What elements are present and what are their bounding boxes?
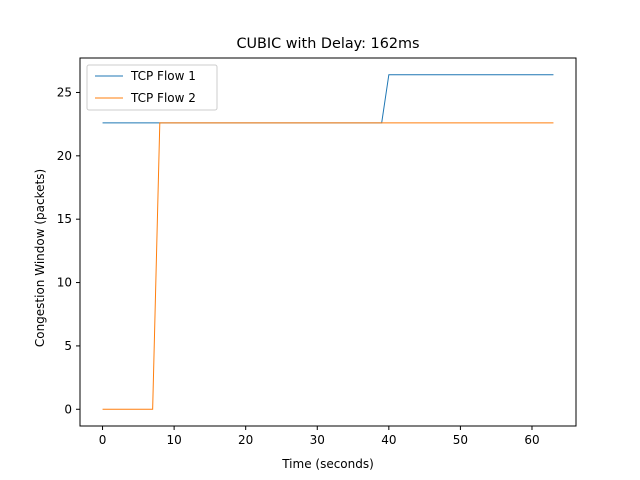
y-tick-label: 20 bbox=[57, 149, 72, 163]
plot-background bbox=[80, 58, 576, 426]
x-axis-label: Time (seconds) bbox=[281, 457, 374, 471]
series-layer bbox=[102, 74, 554, 410]
legend-label-1: TCP Flow 1 bbox=[130, 69, 196, 83]
legend: TCP Flow 1 TCP Flow 2 bbox=[86, 64, 218, 111]
x-tick-label: 50 bbox=[453, 433, 468, 447]
y-tick-label: 25 bbox=[57, 85, 72, 99]
x-tick-label: 30 bbox=[310, 433, 325, 447]
y-tick-label: 10 bbox=[57, 276, 72, 290]
x-tick-label: 60 bbox=[524, 433, 539, 447]
series-line-2 bbox=[102, 122, 554, 410]
x-tick-label: 20 bbox=[238, 433, 253, 447]
axes-spines bbox=[79, 57, 577, 427]
plot-area bbox=[80, 58, 576, 426]
legend-label-2: TCP Flow 2 bbox=[130, 91, 196, 105]
y-tick-label: 0 bbox=[64, 402, 72, 416]
x-tick-label: 0 bbox=[99, 433, 107, 447]
axes-frame bbox=[79, 57, 577, 427]
x-tick-label: 10 bbox=[166, 433, 181, 447]
y-axis-label: Congestion Window (packets) bbox=[33, 169, 47, 347]
y-axis: 0 5 10 15 20 25 bbox=[57, 85, 80, 416]
chart-title: CUBIC with Delay: 162ms bbox=[236, 36, 419, 52]
y-tick-label: 15 bbox=[57, 212, 72, 226]
y-tick-label: 5 bbox=[64, 339, 72, 353]
x-tick-label: 40 bbox=[381, 433, 396, 447]
x-axis: 0 10 20 30 40 50 60 bbox=[99, 426, 540, 447]
